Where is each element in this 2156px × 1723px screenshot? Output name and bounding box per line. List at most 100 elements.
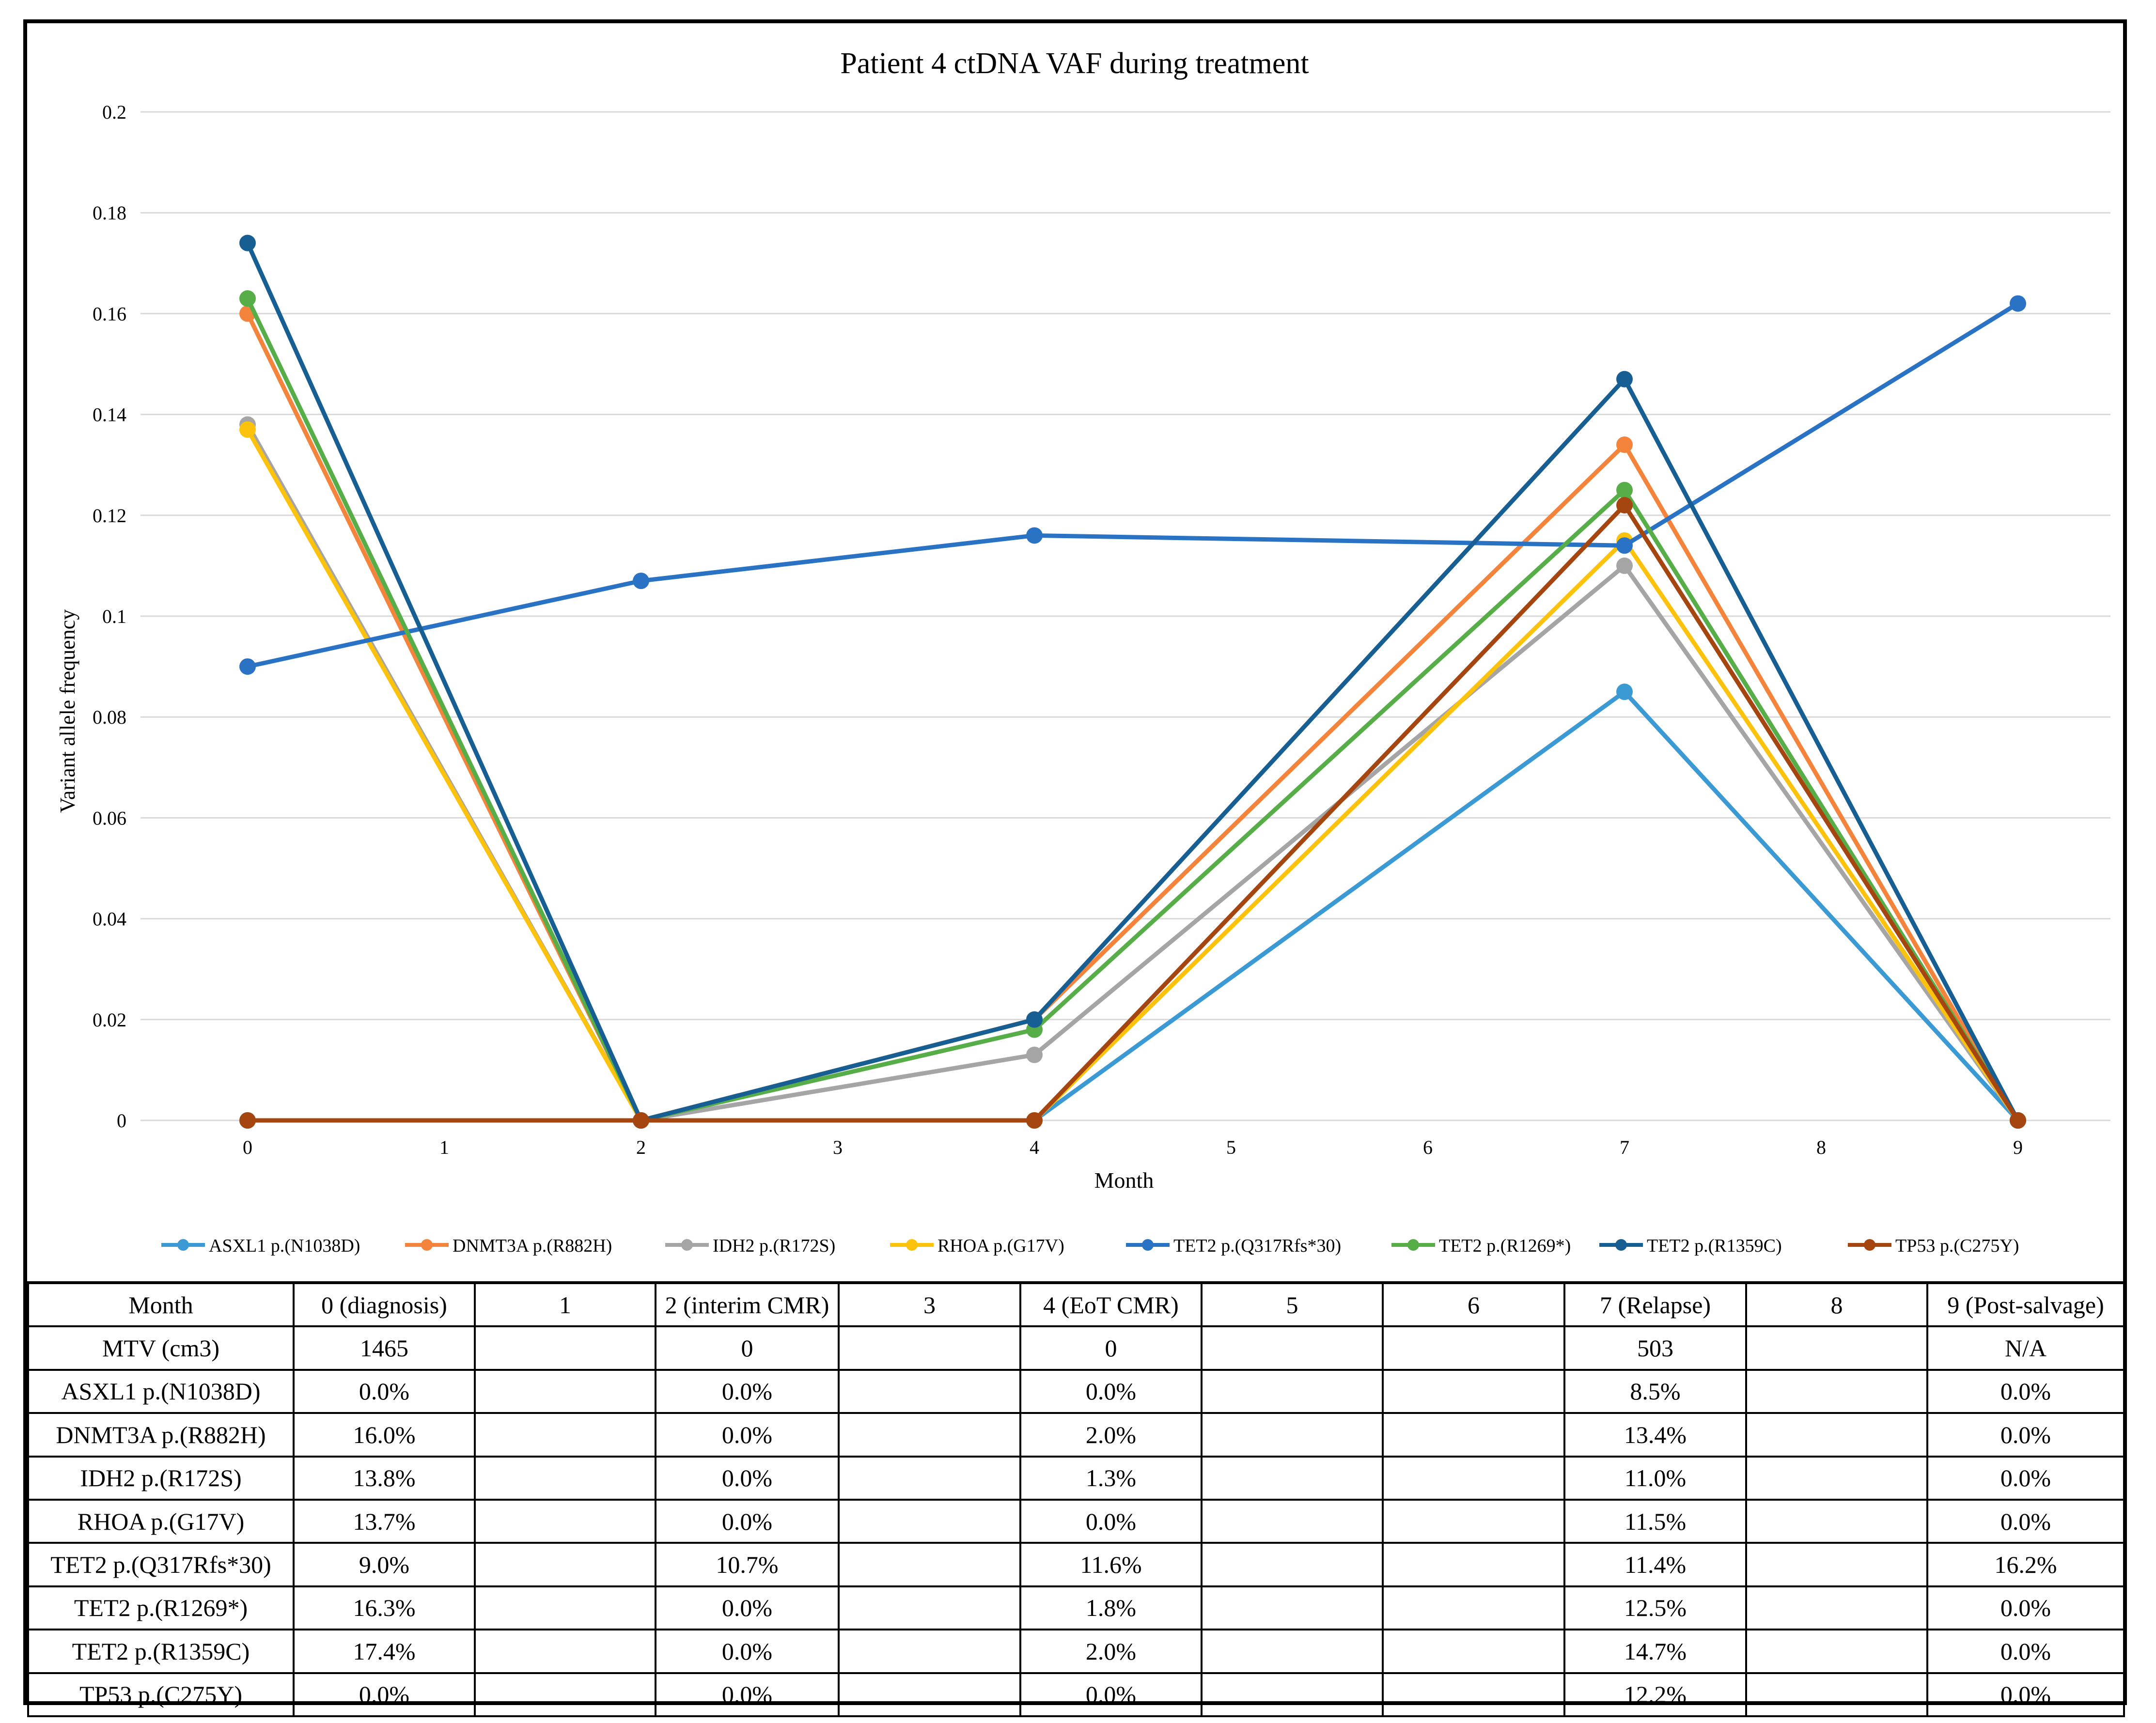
data-point bbox=[633, 1112, 649, 1129]
table-cell: 12.5% bbox=[1563, 1585, 1747, 1631]
table-row-label: TP53 p.(C275Y) bbox=[27, 1672, 295, 1717]
legend-marker bbox=[906, 1239, 918, 1251]
table-cell bbox=[838, 1412, 1021, 1458]
data-point bbox=[1616, 537, 1633, 554]
table-cell bbox=[1382, 1498, 1565, 1544]
table-cell: 14.7% bbox=[1563, 1629, 1747, 1674]
table-cell bbox=[474, 1368, 656, 1414]
table-row-label: TET2 p.(Q317Rfs*30) bbox=[27, 1542, 295, 1587]
y-tick-label: 0.14 bbox=[93, 404, 126, 426]
table-cell bbox=[1382, 1585, 1565, 1631]
table-cell bbox=[838, 1368, 1021, 1414]
table-cell bbox=[1382, 1629, 1565, 1674]
data-point bbox=[1026, 1046, 1043, 1063]
table-cell bbox=[838, 1629, 1021, 1674]
data-point bbox=[1616, 557, 1633, 574]
x-tick-labels: 0 1 2 3 4 5 6 7 8 9 bbox=[243, 1136, 2023, 1158]
table-header-cell: 5 bbox=[1201, 1281, 1384, 1328]
table-cell bbox=[1745, 1368, 1928, 1414]
y-tick-labels: 0 0.02 0.04 0.06 0.08 0.1 0.12 0.14 0.16 0.18 0.2 bbox=[93, 101, 126, 1132]
x-axis-label: Month bbox=[1094, 1168, 1154, 1193]
data-point bbox=[1026, 527, 1043, 544]
legend-item: TET2 p.(R1359C) bbox=[1599, 1236, 1782, 1256]
data-point bbox=[239, 658, 256, 675]
table-cell: 0.0% bbox=[1926, 1672, 2125, 1717]
legend-item: TET2 p.(Q317Rfs*30) bbox=[1126, 1236, 1341, 1256]
table-cell: 11.6% bbox=[1019, 1542, 1203, 1587]
table-cell bbox=[1201, 1325, 1384, 1371]
data-point bbox=[1026, 1011, 1043, 1028]
data-point bbox=[1616, 481, 1633, 498]
y-tick-label: 0.16 bbox=[93, 303, 126, 325]
legend: ASXL1 p.(N1038D) DNMT3A p.(R882H) IDH2 p.(… bbox=[161, 1236, 2019, 1256]
table-cell bbox=[1382, 1672, 1565, 1717]
data-point bbox=[633, 573, 649, 590]
figure-frame: Patient 4 ctDNA VAF during treatment 0 0.… bbox=[23, 19, 2127, 1717]
table-row: TET2 p.(Q317Rfs*30) 9.0% 10.7% 11.6% 11.4% 16… bbox=[27, 1542, 2125, 1587]
legend-marker bbox=[1864, 1239, 1875, 1251]
table-cell bbox=[1382, 1412, 1565, 1458]
table-cell bbox=[1745, 1455, 1928, 1501]
table-cell bbox=[1201, 1455, 1384, 1501]
data-point bbox=[1026, 1112, 1043, 1129]
table-header-cell: 4 (EoT CMR) bbox=[1019, 1281, 1203, 1328]
table-cell bbox=[474, 1412, 656, 1458]
table-cell: 0.0% bbox=[1926, 1412, 2125, 1458]
table-cell bbox=[1745, 1325, 1928, 1371]
table-row: ASXL1 p.(N1038D) 0.0% 0.0% 0.0% 8.5% 0.0% bbox=[27, 1368, 2125, 1414]
table-cell: 0.0% bbox=[1926, 1498, 2125, 1544]
table-cell: 11.4% bbox=[1563, 1542, 1747, 1587]
table-header-cell: Month bbox=[27, 1281, 295, 1328]
table-row: MTV (cm3) 1465 0 0 503 N/A bbox=[27, 1325, 2125, 1371]
x-tick-label: 6 bbox=[1423, 1136, 1433, 1158]
table-cell: 0 bbox=[1019, 1325, 1203, 1371]
table-cell: 16.0% bbox=[293, 1412, 476, 1458]
table-cell: 503 bbox=[1563, 1325, 1747, 1371]
legend-label: TET2 p.(R1269*) bbox=[1439, 1236, 1571, 1256]
table-cell: 13.4% bbox=[1563, 1412, 1747, 1458]
table-cell: 10.7% bbox=[655, 1542, 840, 1587]
table-cell: 0.0% bbox=[1926, 1585, 2125, 1631]
table-header-cell: 0 (diagnosis) bbox=[293, 1281, 476, 1328]
table-cell: 13.8% bbox=[293, 1455, 476, 1501]
table-cell bbox=[474, 1672, 656, 1717]
table-cell: 12.2% bbox=[1563, 1672, 1747, 1717]
table-cell bbox=[1745, 1629, 1928, 1674]
x-tick-label: 0 bbox=[243, 1136, 252, 1158]
series-line bbox=[248, 503, 2020, 1123]
legend-marker bbox=[681, 1239, 693, 1251]
series-3 bbox=[239, 421, 2026, 1129]
series-line bbox=[245, 242, 2020, 1123]
series-0 bbox=[239, 683, 2026, 1129]
table-cell bbox=[1201, 1672, 1384, 1717]
table-cell bbox=[838, 1455, 1021, 1501]
data-point bbox=[2010, 1112, 2026, 1129]
y-tick-label: 0.06 bbox=[93, 807, 126, 829]
table-cell bbox=[1382, 1325, 1565, 1371]
table-cell: 11.5% bbox=[1563, 1498, 1747, 1544]
table-cell bbox=[474, 1455, 656, 1501]
table-cell bbox=[1201, 1498, 1384, 1544]
series-5 bbox=[239, 290, 2026, 1129]
table-cell: 0.0% bbox=[655, 1672, 840, 1717]
table-cell: 0.0% bbox=[655, 1368, 840, 1414]
y-tick-label: 0.2 bbox=[102, 101, 126, 123]
legend-marker bbox=[177, 1239, 189, 1251]
table-row-label: ASXL1 p.(N1038D) bbox=[27, 1368, 295, 1414]
y-tick-label: 0.04 bbox=[93, 908, 126, 930]
x-tick-label: 3 bbox=[833, 1136, 843, 1158]
table-cell: 0.0% bbox=[1926, 1368, 2125, 1414]
table-cell: 0.0% bbox=[655, 1629, 840, 1674]
table-cell: 17.4% bbox=[293, 1629, 476, 1674]
y-tick-label: 0.08 bbox=[93, 706, 126, 728]
table-row: TET2 p.(R1269*) 16.3% 0.0% 1.8% 12.5% 0.0% bbox=[27, 1585, 2125, 1631]
table-cell: 2.0% bbox=[1019, 1629, 1203, 1674]
table-cell: 1.8% bbox=[1019, 1585, 1203, 1631]
table-cell: 0.0% bbox=[293, 1368, 476, 1414]
table-header-cell: 2 (interim CMR) bbox=[655, 1281, 840, 1328]
y-tick-label: 0.18 bbox=[93, 202, 126, 224]
table-cell bbox=[838, 1325, 1021, 1371]
y-tick-label: 0.02 bbox=[93, 1009, 126, 1031]
data-table: Month 0 (diagnosis) 1 2 (interim CMR) 3 4 (Eo… bbox=[27, 1281, 2125, 1717]
table-cell bbox=[1745, 1498, 1928, 1544]
